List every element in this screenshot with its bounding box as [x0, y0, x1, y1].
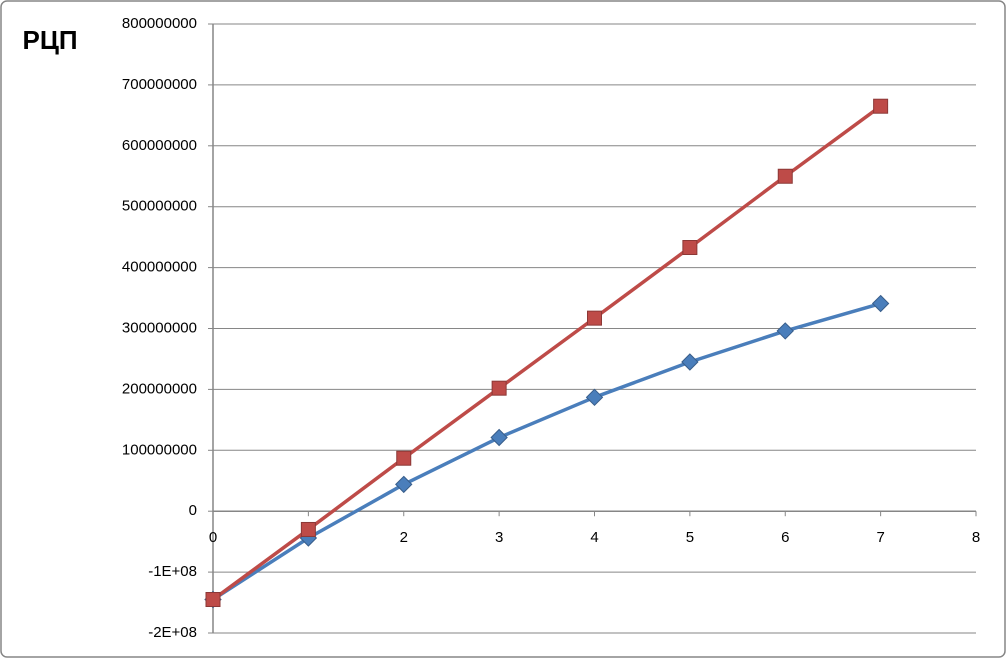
series-line [212, 301, 882, 601]
marker [777, 168, 793, 184]
chart-title: РЦП [22, 25, 77, 55]
marker [491, 380, 507, 396]
marker [585, 388, 604, 407]
x-tick-label: 6 [781, 529, 789, 546]
marker [300, 521, 316, 537]
y-tick-label: -2E+08 [148, 624, 197, 641]
y-tick-label: 300000000 [122, 319, 197, 336]
x-tick-label: 2 [400, 529, 408, 546]
marker [873, 98, 889, 114]
marker [396, 450, 412, 466]
y-tick-label: 200000000 [122, 380, 197, 397]
y-tick-label: 100000000 [122, 441, 197, 458]
y-tick-label: 0 [189, 502, 197, 519]
y-tick-label: -1E+08 [148, 563, 197, 580]
series-line [211, 104, 882, 601]
marker [205, 592, 221, 608]
y-tick-label: 400000000 [122, 259, 197, 276]
y-tick-label: 700000000 [122, 76, 197, 93]
x-tick-label: 4 [590, 529, 598, 546]
x-tick-label: 0 [209, 529, 217, 546]
marker [681, 353, 699, 371]
marker [395, 475, 413, 494]
y-tick-label: 500000000 [122, 198, 197, 215]
x-tick-label: 5 [686, 529, 694, 546]
x-tick-label: 8 [972, 529, 980, 546]
x-tick-label: 7 [876, 529, 884, 546]
y-tick-label: 800000000 [122, 15, 197, 32]
marker [776, 322, 794, 340]
marker [682, 240, 698, 256]
marker [490, 428, 508, 447]
y-tick-label: 600000000 [122, 137, 197, 154]
x-tick-label: 3 [495, 529, 503, 546]
marker [587, 310, 602, 326]
marker [871, 294, 890, 313]
